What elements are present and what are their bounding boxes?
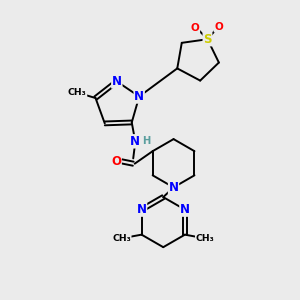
Text: O: O: [111, 155, 121, 168]
Text: H: H: [142, 136, 150, 146]
Text: O: O: [191, 23, 200, 33]
Text: N: N: [130, 135, 140, 148]
Text: N: N: [169, 181, 178, 194]
Text: N: N: [134, 90, 144, 103]
Text: CH₃: CH₃: [196, 234, 214, 243]
Text: S: S: [203, 33, 212, 46]
Text: CH₃: CH₃: [68, 88, 87, 97]
Text: N: N: [136, 203, 147, 216]
Text: CH₃: CH₃: [112, 234, 131, 243]
Text: N: N: [112, 75, 122, 88]
Text: O: O: [214, 22, 223, 32]
Text: N: N: [180, 203, 190, 216]
